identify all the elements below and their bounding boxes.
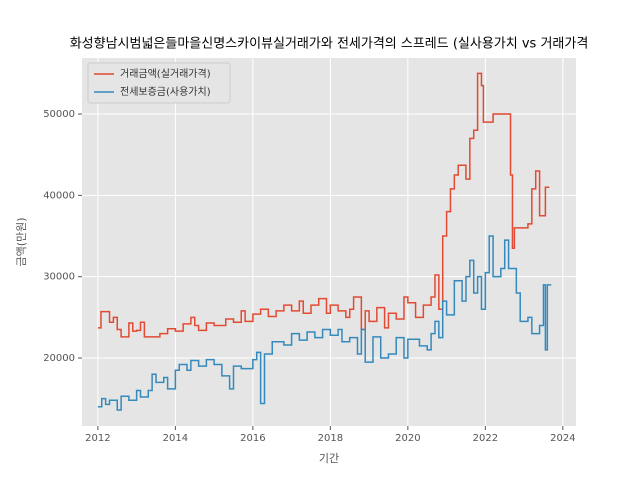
x-tick-label: 2016 — [240, 433, 265, 444]
y-tick-label: 30000 — [43, 272, 75, 283]
legend-label: 거래금액(실거래가격) — [120, 67, 211, 80]
y-tick-label: 40000 — [43, 190, 75, 201]
x-tick-label: 2024 — [550, 433, 575, 444]
x-tick-label: 2018 — [318, 433, 343, 444]
y-tick-label: 20000 — [43, 353, 75, 364]
series-line — [97, 235, 552, 411]
x-tick-label: 2012 — [85, 433, 110, 444]
legend: 거래금액(실거래가격) 전세보증금(사용가치) — [87, 62, 231, 104]
x-axis-label: 기간 — [319, 452, 339, 465]
legend-label: 전세보증금(사용가치) — [120, 86, 211, 98]
x-tick-label: 2022 — [473, 433, 498, 444]
x-tick-label: 2020 — [395, 433, 420, 444]
plot-background — [82, 58, 576, 426]
chart-title: 화성향남시범넓은들마을신명스카이뷰실거래가와 전세가격의 스프레드 (실사용가치… — [70, 37, 589, 52]
x-tick-label: 2014 — [163, 433, 188, 444]
series-line — [97, 72, 550, 338]
y-tick-label: 50000 — [43, 109, 75, 120]
y-axis-label: 금액(만원) — [15, 217, 28, 266]
legend-box — [87, 62, 231, 104]
